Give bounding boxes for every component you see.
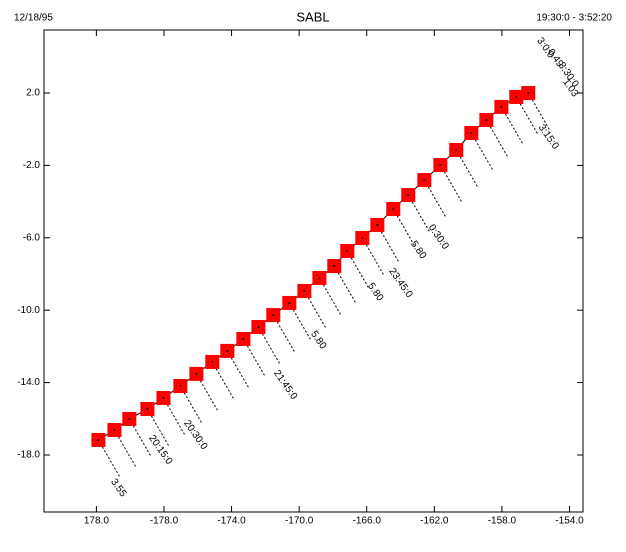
marker-dot <box>439 164 442 167</box>
leader-line <box>470 132 494 172</box>
x-tick-label: -170.0 <box>285 516 314 527</box>
leader-line <box>303 290 327 330</box>
y-tick-label: -18.0 <box>17 450 40 461</box>
marker-dot <box>318 276 321 279</box>
leader-line <box>455 149 479 189</box>
marker-dot <box>226 349 229 352</box>
x-tick-label: -174.0 <box>217 516 246 527</box>
annotation: 5.80 <box>308 329 328 352</box>
time-range: 19:30:0 - 3:52:20 <box>536 13 612 24</box>
y-tick-label: -14.0 <box>17 377 40 388</box>
leader-line <box>257 326 281 366</box>
leader-line <box>439 164 463 204</box>
marker-dot <box>195 372 198 375</box>
y-tick-label: -6.0 <box>23 232 41 243</box>
marker-dot <box>113 429 116 432</box>
annotation: 5.80 <box>408 239 428 262</box>
leader-line <box>146 408 170 448</box>
leader-line <box>211 361 235 401</box>
y-tick-label: -10.0 <box>17 305 40 316</box>
leader-line <box>346 250 370 290</box>
leader-line <box>485 119 509 159</box>
marker-dot <box>392 208 395 211</box>
leader-line <box>272 314 296 354</box>
annotation: 5.80 <box>365 281 385 304</box>
marker-dot <box>455 149 458 152</box>
marker-dot <box>407 194 410 197</box>
marker-dot <box>485 118 488 121</box>
marker-dot <box>515 95 518 98</box>
marker-dot <box>257 326 260 329</box>
marker-dot <box>303 290 306 293</box>
x-tick-label: -154.0 <box>555 516 584 527</box>
marker-dot <box>470 131 473 134</box>
marker-dot <box>346 249 349 252</box>
leader-line <box>515 96 539 136</box>
annotation: 3:15:0 <box>536 123 561 152</box>
marker-dot <box>376 223 379 226</box>
leader-line <box>527 92 551 132</box>
chart-title: SABL <box>296 9 329 24</box>
annotation: 0:30:0 <box>426 223 451 252</box>
leader-line <box>163 397 186 437</box>
marker-dot <box>211 360 214 363</box>
plot-frame <box>43 29 584 513</box>
leader-line <box>318 277 342 317</box>
marker-dot <box>423 179 426 182</box>
leader-line <box>195 373 219 413</box>
leader-line <box>179 385 203 425</box>
marker-dot <box>500 105 503 108</box>
x-tick-label: -162.0 <box>420 516 449 527</box>
marker-dot <box>242 337 245 340</box>
y-tick-label: 2.0 <box>26 88 40 99</box>
leader-line <box>500 106 524 146</box>
marker-dot <box>162 396 165 399</box>
x-tick-label: 178.0 <box>84 516 109 527</box>
leader-line <box>423 179 447 219</box>
leader-line <box>114 429 137 469</box>
leader-line <box>97 439 121 479</box>
leader-line <box>288 302 312 342</box>
marker-dot <box>527 91 530 94</box>
marker-dot <box>272 314 275 317</box>
y-tick-label: -2.0 <box>23 160 41 171</box>
marker-dot <box>128 417 131 420</box>
marker-dot <box>361 236 364 239</box>
leader-line <box>407 194 431 234</box>
annotation: 20:15:0 <box>146 433 174 467</box>
x-tick-label: -166.0 <box>353 516 382 527</box>
track-line <box>98 92 529 441</box>
leader-line <box>361 237 385 277</box>
annotation: 3.55 <box>108 477 128 500</box>
marker-dot <box>97 438 100 441</box>
leader-line <box>333 265 357 305</box>
marker-dot <box>333 265 336 268</box>
leader-line <box>226 350 250 390</box>
leader-line <box>392 208 416 248</box>
marker-dot <box>146 408 149 411</box>
annotation: 20:30:0 <box>181 418 209 452</box>
x-tick-label: -158.0 <box>488 516 517 527</box>
annotation: 23:45:0 <box>386 266 414 300</box>
date-label: 12/18/95 <box>14 13 53 24</box>
leader-line <box>376 224 400 264</box>
leader-line <box>128 418 152 458</box>
marker-dot <box>179 385 182 388</box>
leader-line <box>242 338 266 378</box>
x-tick-label: -178.0 <box>150 516 179 527</box>
marker-dot <box>288 301 291 304</box>
annotation: 21:45:0 <box>271 368 299 402</box>
